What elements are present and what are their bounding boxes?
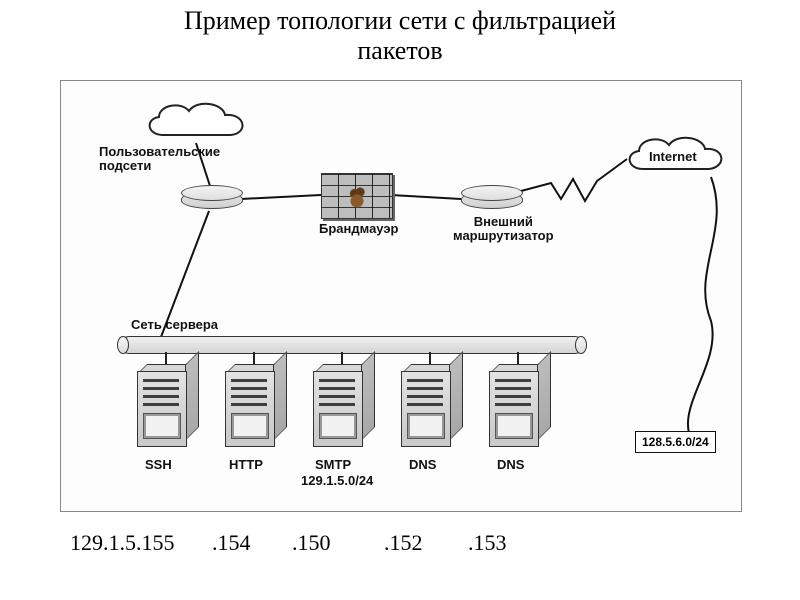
title-line-1: Пример топологии сети с фильтрацией bbox=[184, 6, 616, 35]
cloud-user-subnets bbox=[141, 99, 251, 147]
title-line-2: пакетов bbox=[357, 36, 442, 65]
ip-address-row: 129.1.5.155 .154 .150 .152 .153 bbox=[60, 530, 740, 570]
ip-http: .154 bbox=[212, 530, 251, 556]
server-http bbox=[219, 371, 289, 451]
label-server-subnet: 129.1.5.0/24 bbox=[301, 473, 373, 488]
server-name-dns1: DNS bbox=[409, 457, 436, 472]
label-internet-subnet: 128.5.6.0/24 bbox=[635, 431, 716, 453]
router-external bbox=[461, 185, 521, 213]
router-internal bbox=[181, 185, 241, 213]
server-dns-1 bbox=[395, 371, 465, 451]
server-ssh bbox=[131, 371, 201, 451]
ip-dns1: .152 bbox=[384, 530, 423, 556]
ip-dns2: .153 bbox=[468, 530, 507, 556]
ip-ssh: 129.1.5.155 bbox=[70, 530, 175, 556]
server-dns-2 bbox=[483, 371, 553, 451]
page-title: Пример топологии сети с фильтрацией паке… bbox=[0, 6, 800, 66]
label-server-net: Сеть сервера bbox=[131, 317, 218, 332]
server-name-http: HTTP bbox=[229, 457, 263, 472]
ip-smtp: .150 bbox=[292, 530, 331, 556]
server-name-dns2: DNS bbox=[497, 457, 524, 472]
network-diagram: Пользовательские подсети Брандмауэр Внеш… bbox=[60, 80, 742, 512]
label-user-subnets: Пользовательские подсети bbox=[99, 145, 220, 172]
server-smtp bbox=[307, 371, 377, 451]
label-ext-router: Внешний маршрутизатор bbox=[453, 215, 554, 242]
label-firewall: Брандмауэр bbox=[319, 221, 398, 236]
firewall-icon bbox=[321, 173, 393, 219]
server-bus bbox=[121, 336, 583, 354]
label-internet: Internet bbox=[649, 149, 697, 164]
server-name-smtp: SMTP bbox=[315, 457, 351, 472]
server-name-ssh: SSH bbox=[145, 457, 172, 472]
